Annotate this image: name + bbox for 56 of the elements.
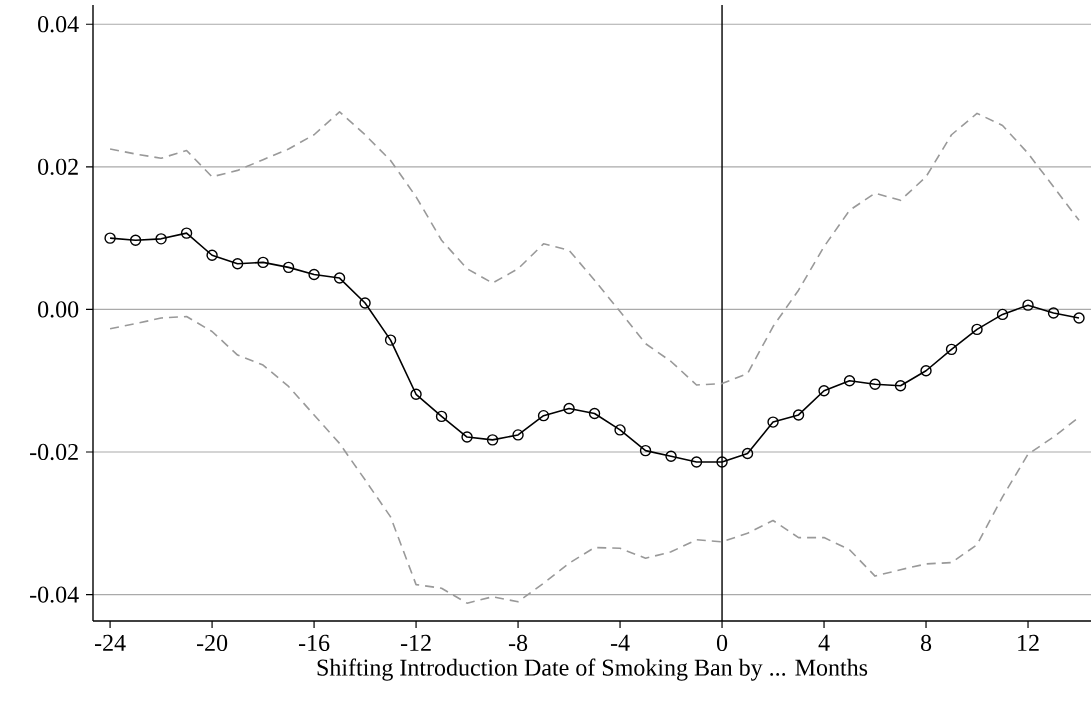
x-tick-label: -20 <box>196 634 228 652</box>
point <box>512 429 524 441</box>
y-tick-label: -0.04 <box>30 586 79 603</box>
point <box>639 444 652 457</box>
x-tick-label: -16 <box>298 634 330 651</box>
x-tick-label: 4 <box>818 634 830 651</box>
point <box>333 272 346 284</box>
point <box>767 416 779 428</box>
point <box>359 297 371 309</box>
y-tick-label: 0.00 <box>38 301 79 318</box>
point <box>537 409 550 422</box>
x-tick-label: 0 <box>716 634 728 652</box>
point <box>869 378 881 390</box>
point <box>563 402 575 415</box>
x-tick-label: 12 <box>1018 634 1039 651</box>
point <box>461 431 473 443</box>
x-tick-label: -24 <box>94 634 126 651</box>
point <box>104 232 116 244</box>
point <box>945 343 958 356</box>
point <box>818 385 830 397</box>
point <box>741 447 754 460</box>
x-tick-label: -4 <box>610 634 630 651</box>
point <box>920 365 932 377</box>
line-series <box>109 111 1080 386</box>
point <box>894 380 907 392</box>
point <box>384 334 397 346</box>
point <box>282 261 295 274</box>
point <box>792 409 805 421</box>
y-tick-label: 0.02 <box>38 158 78 175</box>
x-tick-label: -12 <box>400 634 431 651</box>
point <box>665 450 677 462</box>
point <box>1047 307 1060 319</box>
point <box>257 256 269 269</box>
point <box>588 407 601 420</box>
point <box>1073 312 1085 324</box>
point <box>129 234 142 246</box>
point <box>690 456 703 468</box>
y-tick-label: -0.02 <box>30 443 78 461</box>
point <box>231 258 244 270</box>
point <box>486 434 499 446</box>
point <box>180 227 193 239</box>
point <box>308 268 320 281</box>
x-tick-label: -8 <box>508 634 528 652</box>
point <box>716 456 728 468</box>
point <box>996 308 1009 321</box>
y-tick-label: 0.04 <box>38 16 79 33</box>
point <box>206 249 218 261</box>
point <box>843 375 856 387</box>
point <box>410 388 422 400</box>
x-tick-label: 8 <box>920 634 932 652</box>
x-axis-title: Shifting Introduction Date of Smoking Ban by ... Months <box>317 658 868 681</box>
point <box>971 323 983 336</box>
point <box>435 410 448 423</box>
point <box>614 424 626 436</box>
point <box>1022 299 1034 311</box>
point <box>155 233 167 245</box>
